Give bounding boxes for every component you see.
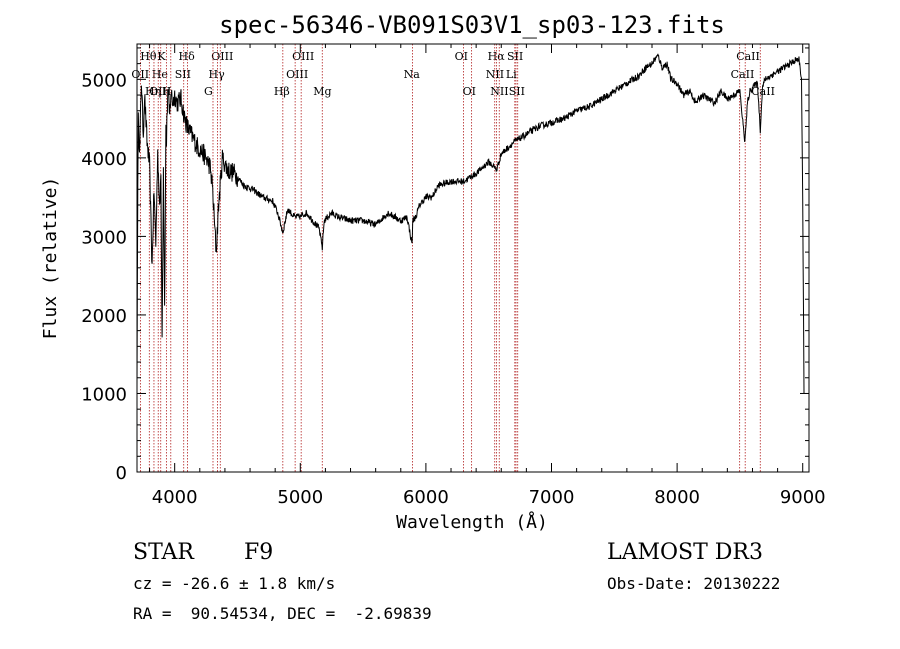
series-layer — [136, 53, 805, 394]
spectral-line-label: OI — [463, 85, 476, 98]
spectral-line-label: Hδ — [178, 50, 195, 63]
spectral-line-label: NII — [486, 68, 504, 81]
spectral-line-label: Na — [404, 68, 421, 81]
chart-title: spec-56346-VB091S03V1_sp03-123.fits — [219, 11, 725, 39]
spectral-line-label: OIII — [292, 50, 314, 63]
x-tick-label: 7000 — [529, 487, 575, 508]
survey-name: LAMOST DR3 — [607, 540, 763, 565]
plot-frame — [136, 43, 810, 473]
spectral-line-label: OII — [131, 68, 149, 81]
y-tick-label: 1000 — [81, 384, 127, 405]
object-class: STAR — [133, 540, 194, 565]
spectral-line-label: Hα — [488, 50, 506, 63]
x-tick-label: 5000 — [277, 487, 323, 508]
y-axis-label: Flux (relative) — [40, 177, 61, 340]
spectral-line-label: SII — [509, 85, 525, 98]
spectral-line-label: G — [204, 85, 213, 98]
spectral-line-label: NII — [490, 85, 508, 98]
spectral-line-label: OIII — [211, 50, 233, 63]
x-tick-label: 4000 — [152, 487, 198, 508]
x-tick-label: 8000 — [654, 487, 700, 508]
spectral-line-label: He — [152, 68, 168, 81]
spectral-line-label: SII — [175, 68, 191, 81]
y-tick-label: 5000 — [81, 70, 127, 91]
spectral-line-label: OIII — [286, 68, 308, 81]
object-subclass: F9 — [244, 540, 274, 565]
x-axis-label: Wavelength (Å) — [396, 511, 548, 533]
spectral-line-label: H — [162, 85, 172, 98]
spectral-line-label: OIII — [149, 85, 171, 98]
coordinates: RA = 90.54534, DEC = -2.69839 — [133, 604, 432, 623]
spectral-line-label: K — [157, 50, 166, 63]
axis-ticks: 4000 5000 6000 7000 8000 9000 0 1000 2000 3000 400… — [81, 44, 826, 508]
spectral-line-label: CaII — [751, 85, 775, 98]
observation-date: Obs-Date: 20130222 — [607, 574, 781, 593]
y-tick-label: 3000 — [81, 227, 127, 248]
spectral-line-label: Li — [506, 68, 517, 81]
y-tick-label: 4000 — [81, 149, 127, 170]
y-tick-label: 0 — [116, 463, 127, 484]
spectral-line-label: Mg — [313, 85, 331, 98]
spectral-line-label: Hβ — [274, 85, 290, 98]
spectral-line-label: Hθ — [140, 50, 157, 63]
spectral-line-label: Hη — [145, 85, 161, 98]
spectral-line-label: CaII — [731, 68, 755, 81]
spectral-line-label: CaII — [736, 50, 760, 63]
x-tick-label: 6000 — [403, 487, 449, 508]
x-tick-label: 9000 — [780, 487, 826, 508]
spectrum-line — [136, 53, 805, 394]
spectral-line-label: OI — [455, 50, 468, 63]
spectral-line-label: Hγ — [209, 68, 226, 81]
redshift-velocity: cz = -26.6 ± 1.8 km/s — [133, 574, 336, 593]
y-tick-label: 2000 — [81, 306, 127, 327]
